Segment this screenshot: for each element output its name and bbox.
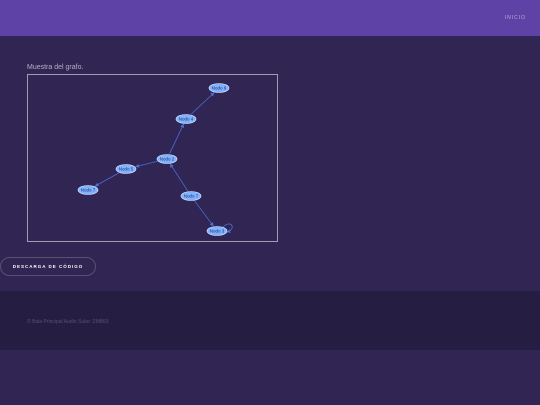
copyright-text: © Bala Principal Audio Sube: ZMB63 bbox=[27, 319, 109, 325]
graph-node-shape bbox=[156, 154, 178, 164]
graph-node-shape bbox=[208, 83, 230, 93]
graph-node-label: Nodo 3 bbox=[210, 229, 225, 234]
graph-edge-n7b-n3 bbox=[194, 200, 214, 227]
graph-caption: Muestra del grafo. bbox=[27, 64, 84, 71]
graph-node-n7b[interactable]: Nodo 7 bbox=[180, 191, 202, 201]
graph-node-shape bbox=[115, 164, 137, 174]
graph-node-label: Nodo 5 bbox=[119, 167, 134, 172]
graph-node-n2[interactable]: Nodo 2 bbox=[156, 154, 178, 164]
graph-node-n4[interactable]: Nodo 4 bbox=[175, 114, 197, 124]
graph-node-label: Nodo 4 bbox=[179, 117, 194, 122]
graph-node-shape bbox=[77, 185, 99, 195]
graph-svg: Nodo 6 Nodo 4 Nodo 2 Nodo 5 Nodo 7 Nodo 7 Nodo… bbox=[77, 83, 233, 236]
graph-node-n5[interactable]: Nodo 5 bbox=[115, 164, 137, 174]
download-code-button[interactable]: DESCARGA DE CÓDIGO bbox=[0, 257, 96, 276]
graph-edge-n5-n7a bbox=[94, 172, 120, 187]
graph-node-label: Nodo 6 bbox=[212, 86, 227, 91]
graph-node-n3[interactable]: Nodo 3 bbox=[206, 226, 228, 236]
footer: © Bala Principal Audio Sube: ZMB63 bbox=[0, 291, 540, 350]
graph-node-label: Nodo 7 bbox=[184, 194, 199, 199]
graph-edge-n2-n5 bbox=[135, 160, 158, 168]
top-bar: INICIO bbox=[0, 0, 540, 36]
graph-edge-n4-n6 bbox=[190, 92, 215, 115]
graph-edge-n2-n4 bbox=[169, 123, 184, 154]
graph-node-label: Nodo 7 bbox=[81, 188, 96, 193]
graph-self-loop-n3 bbox=[222, 223, 233, 233]
graph-node-n6[interactable]: Nodo 6 bbox=[208, 83, 230, 93]
nav-link-inicio[interactable]: INICIO bbox=[504, 15, 526, 21]
graph-node-n7a[interactable]: Nodo 7 bbox=[77, 185, 99, 195]
graph-node-shape bbox=[206, 226, 228, 236]
graph-node-label: Nodo 2 bbox=[160, 157, 175, 162]
graph-node-shape bbox=[175, 114, 197, 124]
graph-edge-n7b-n2 bbox=[169, 163, 188, 192]
graph-canvas: Nodo 6 Nodo 4 Nodo 2 Nodo 5 Nodo 7 Nodo 7 Nodo… bbox=[27, 74, 278, 242]
graph-node-shape bbox=[180, 191, 202, 201]
